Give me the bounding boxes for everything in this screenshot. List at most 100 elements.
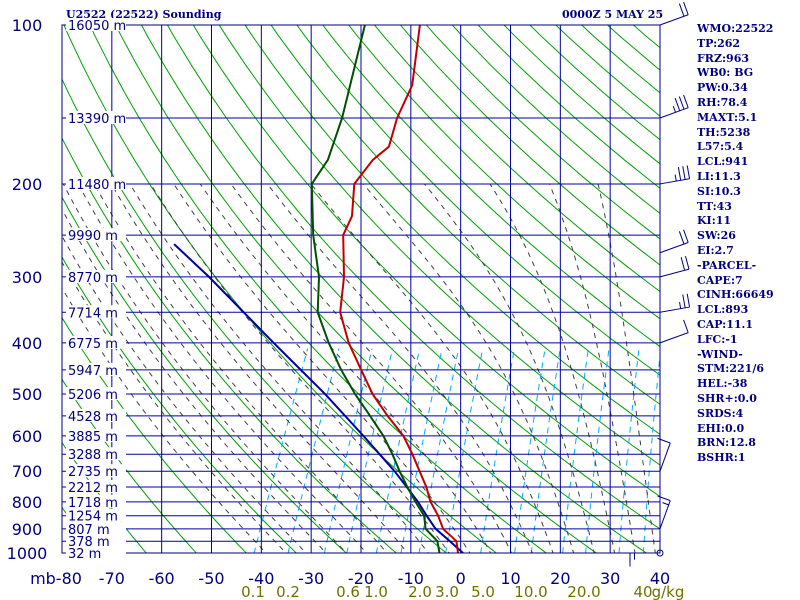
- temperature-tick-label: 30: [600, 569, 620, 588]
- index-item: TT:43: [697, 199, 732, 213]
- height-label-bg: [66, 428, 126, 442]
- index-item: LI:11.3: [697, 169, 741, 183]
- index-item: CAP:11.1: [697, 317, 754, 331]
- height-label: 5947 m: [68, 364, 118, 379]
- wind-barb-staff: [659, 178, 690, 185]
- wind-barb-flag: [678, 3, 685, 17]
- mixing-ratio-line: [375, 348, 421, 553]
- wind-barb-flag: [678, 96, 685, 110]
- mixing-ratio-label: 20.0: [567, 583, 600, 600]
- index-item: -PARCEL-: [697, 258, 757, 272]
- pressure-tick-label: 900: [12, 520, 43, 539]
- index-item: -WIND-: [697, 347, 743, 361]
- height-label: 32 m: [68, 547, 101, 562]
- index-item: LFC:-1: [697, 332, 738, 346]
- index-item: SHR+:0.0: [697, 391, 757, 405]
- index-item: EHI:0.0: [697, 421, 745, 435]
- wind-barb: [659, 229, 689, 254]
- moist-adiabat: [230, 183, 513, 553]
- wind-barb-half: [674, 174, 677, 182]
- pressure-tick-label: 400: [12, 334, 43, 353]
- moist-adiabat: [62, 183, 348, 553]
- dry-adiabat: [62, 316, 248, 553]
- height-label-bg: [66, 408, 126, 422]
- mixing-ratio-line: [585, 348, 610, 553]
- wind-barb: [659, 293, 691, 313]
- dry-adiabat: [62, 256, 297, 553]
- moist-adiabat: [173, 183, 471, 553]
- height-label-bg: [66, 534, 126, 548]
- height-label: 5206 m: [68, 388, 118, 403]
- mixing-ratio-line: [287, 348, 340, 553]
- temperature-tick-label: 40: [650, 569, 670, 588]
- dry-adiabat: [62, 378, 197, 553]
- moist-adiabat: [362, 183, 575, 553]
- parcel-trace: [173, 243, 464, 553]
- wind-barb-flag: [686, 165, 691, 179]
- height-label-bg: [66, 480, 126, 494]
- wind-barb-staff: [659, 442, 671, 472]
- pressure-tick-label: 700: [12, 462, 43, 481]
- moist-adiabat: [597, 183, 656, 553]
- valid-time: 0000Z 5 MAY 25: [562, 8, 664, 21]
- mixing-ratio-label: 0.6: [336, 583, 360, 600]
- wind-barb-flag: [682, 294, 686, 308]
- index-item: SI:10.3: [697, 184, 741, 198]
- height-label-bg: [66, 335, 126, 349]
- temperature-trace: [339, 25, 459, 553]
- dry-adiabat: [140, 25, 648, 553]
- wind-barb-flag: [657, 495, 671, 502]
- wind-barb-flag: [678, 231, 685, 245]
- index-item: BSHR:1: [697, 451, 746, 465]
- height-label-bg: [66, 176, 126, 190]
- index-item: KI:11: [697, 214, 732, 228]
- temperature-tick-label: 0: [456, 569, 466, 588]
- wind-barb-flag: [685, 255, 690, 270]
- wind-barb-flag: [686, 293, 691, 308]
- mixing-ratio-line: [346, 348, 394, 553]
- height-label-bg: [66, 447, 126, 461]
- mixing-ratio-line: [642, 351, 660, 553]
- height-label-bg: [66, 546, 126, 559]
- height-label: 2212 m: [68, 481, 118, 496]
- height-label: 9990 m: [68, 229, 118, 244]
- mixing-ratio-label: 1.0: [364, 583, 388, 600]
- mixing-ratio-unit: g/kg: [652, 583, 685, 600]
- mixing-ratio-line: [400, 348, 443, 553]
- height-label: 16050 m: [68, 19, 126, 34]
- plot-frame: [61, 24, 661, 554]
- mixing-ratio-line: [562, 348, 589, 553]
- index-item: MAXT:5.1: [697, 110, 758, 124]
- temperature-tick-label: mb-80: [30, 569, 82, 588]
- wind-barb-flag: [657, 437, 671, 444]
- height-label-bg: [66, 362, 126, 376]
- wind-barb-staff: [659, 332, 689, 344]
- mixing-ratio-line: [445, 348, 484, 553]
- wind-barb-staff: [659, 14, 689, 26]
- height-label-bg: [66, 305, 126, 319]
- mixing-ratio-label: 0.2: [276, 583, 300, 600]
- mixing-ratio-line: [418, 348, 460, 553]
- pressure-tick-label: 100: [12, 16, 43, 35]
- pressure-tick-label: 1000: [7, 544, 48, 563]
- index-item: CAPE:7: [697, 273, 743, 287]
- index-item: L57:5.4: [697, 140, 744, 154]
- height-label-bg: [66, 464, 126, 478]
- index-item: LCL:941: [697, 155, 749, 169]
- wind-barb-half: [679, 302, 682, 309]
- index-item: FRZ:963: [697, 51, 750, 65]
- temperature-tick-label: -20: [348, 569, 374, 588]
- pressure-tick-label: 500: [12, 385, 43, 404]
- height-label-bg: [66, 228, 126, 242]
- index-item: WB0: BG: [697, 66, 754, 80]
- pressure-tick-label: 200: [12, 175, 43, 194]
- height-label-bg: [66, 494, 126, 508]
- temperature-tick-label: -70: [99, 569, 125, 588]
- height-label: 6775 m: [68, 337, 118, 352]
- moist-adiabat: [489, 183, 616, 553]
- wind-barb-flag: [683, 94, 689, 108]
- wind-barb: [659, 255, 690, 278]
- moist-adiabat: [62, 287, 267, 553]
- moist-adiabat: [549, 183, 636, 553]
- temperature-tick-label: 10: [500, 569, 520, 588]
